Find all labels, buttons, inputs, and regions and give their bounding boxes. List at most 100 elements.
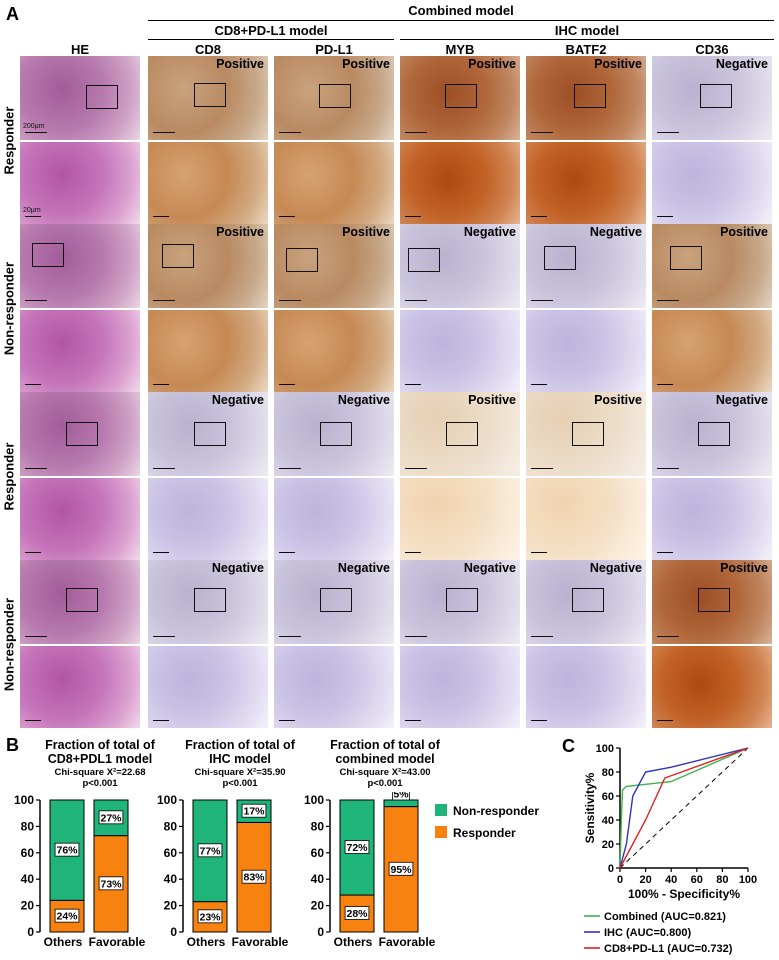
x-tick-label: 80: [716, 874, 728, 886]
scale-bar: [657, 300, 679, 301]
region-of-interest-box: [446, 422, 478, 446]
scale-bar: [531, 552, 547, 553]
cd8-pdl1-model-bracket: [148, 39, 394, 40]
data-label-responder-favorable: 95%: [390, 864, 412, 876]
legend-swatch-non-responder: [435, 804, 447, 816]
tissue-image-high-r3-myb: [400, 478, 520, 560]
tissue-image-high-r1-pd-l1: [274, 142, 394, 224]
scale-bar: [405, 552, 421, 553]
y-tick-label: 40: [164, 872, 178, 886]
scale-bar: [153, 132, 175, 133]
scale-bar: [279, 216, 295, 217]
tissue-image-low-r4-pd-l1: Negative: [274, 560, 394, 644]
tissue-image-low-r3-he: [20, 392, 140, 476]
legend-swatch-responder: [435, 826, 447, 838]
roc-curve-cd8-pdl1: [619, 747, 749, 869]
data-label-non-responder-favorable-box: [392, 792, 411, 801]
data-label-responder-others-box: [197, 909, 223, 924]
tissue-image-low-r1-he: 200μm: [20, 56, 140, 140]
stain-status-r4-myb: Negative: [463, 561, 516, 575]
scale-bar: [657, 216, 673, 217]
y-tick-label: 20: [311, 899, 325, 913]
y-tick-label: 0: [27, 925, 34, 939]
region-of-interest-box: [66, 422, 98, 446]
data-label-responder-others: 23%: [199, 911, 221, 923]
data-label-non-responder-others: 77%: [199, 845, 221, 857]
y-tick-label: 80: [311, 819, 325, 833]
y-tick-label: 100: [596, 743, 614, 755]
stain-status-r4-batf2: Negative: [589, 561, 642, 575]
scale-bar-label-low: 200μm: [23, 123, 45, 130]
scale-bar: [405, 384, 421, 385]
scale-bar: [657, 132, 679, 133]
y-tick-label: 80: [164, 819, 178, 833]
tissue-image-high-r2-myb: [400, 310, 520, 392]
data-label-responder-others: 24%: [56, 911, 78, 923]
region-of-interest-box: [572, 588, 604, 612]
chi-square-stat-1: Chi-square X²=22.68: [54, 767, 146, 778]
bar-chart-title-3-line-2: combined model: [335, 752, 435, 766]
legend-label-responder: Responder: [453, 826, 516, 840]
stain-status-r3-batf2: Positive: [594, 393, 642, 407]
region-of-interest-box: [86, 85, 118, 109]
data-label-responder-favorable: 73%: [100, 878, 122, 890]
scale-bar: [405, 720, 421, 721]
scale-bar: [153, 636, 175, 637]
bar-chart-title-2-line-1: Fraction of total of: [185, 738, 295, 752]
x-category-label: Favorable: [379, 935, 436, 949]
scale-bar: [531, 384, 547, 385]
legend-label-ihc: IHC (AUC=0.800): [604, 927, 691, 939]
x-tick-label: 20: [639, 874, 651, 886]
data-label-responder-favorable-box: [388, 861, 414, 876]
scale-bar: [405, 216, 421, 217]
scale-bar: [657, 636, 679, 637]
ihc-model-bracket: [400, 39, 774, 40]
scale-bar: [279, 384, 295, 385]
scale-bar: [25, 720, 41, 721]
scale-bar: [279, 636, 301, 637]
scale-bar: [153, 720, 169, 721]
tissue-image-high-r2-he: [20, 310, 140, 392]
tissue-image-high-r1-he: 20μm: [20, 142, 140, 224]
data-label-responder-others-box: [344, 906, 370, 920]
y-tick-label: 60: [164, 846, 178, 860]
y-tick-label: 60: [21, 846, 35, 860]
p-value-2: p<0.001: [222, 778, 258, 789]
x-axis-label: 100% - Specificity%: [628, 887, 740, 901]
y-tick-label: 0: [317, 925, 324, 939]
tissue-image-high-r2-batf2: [526, 310, 646, 392]
data-label-non-responder-others-box: [54, 842, 80, 857]
panel-b-letter: B: [6, 735, 19, 755]
x-tick-label: 40: [665, 874, 677, 886]
scale-bar: [153, 552, 169, 553]
cd8-pdl1-model-header: CD8+PD-L1 model: [214, 23, 328, 38]
region-of-interest-box: [320, 422, 352, 446]
p-value-1: p<0.001: [82, 778, 118, 789]
tissue-image-low-r3-myb: Positive: [400, 392, 520, 476]
tissue-image-low-r4-cd36: Positive: [652, 560, 772, 644]
combined-model-header: Combined model: [408, 3, 514, 18]
y-tick-label: 20: [602, 839, 614, 851]
bar-chart-title-3-line-1: Fraction of total of: [330, 738, 440, 752]
data-label-non-responder-favorable: 27%: [100, 812, 122, 824]
row-label-4: Non-responder: [1, 597, 17, 692]
tissue-image-low-r1-cd36: Negative: [652, 56, 772, 140]
stacked-bar-chart-2: 0 20 40 60 80 100 23% 77% Others 83% 17% Favorable: [157, 793, 289, 949]
scale-bar: [25, 300, 47, 301]
region-of-interest-box: [32, 243, 64, 267]
stain-status-r2-cd36: Positive: [720, 225, 768, 239]
y-tick-label: 60: [602, 791, 614, 803]
bar-chart-title-1-line-2: CD8+PDL1 model: [47, 752, 153, 766]
region-of-interest-box: [700, 84, 732, 108]
tissue-image-low-r3-cd36: Negative: [652, 392, 772, 476]
legend-label-non-responder: Non-responder: [453, 804, 539, 818]
y-axis-label: Sensitivity%: [583, 772, 597, 843]
y-tick-label: 0: [170, 925, 177, 939]
tissue-image-low-r2-pd-l1: Positive: [274, 224, 394, 308]
scale-bar: [25, 384, 41, 385]
data-label-non-responder-others: 76%: [56, 845, 78, 857]
region-of-interest-box: [66, 588, 98, 612]
legend-label-combined: Combined (AUC=0.821): [604, 911, 726, 923]
y-tick-label: 80: [21, 819, 35, 833]
stain-status-r2-cd8: Positive: [216, 225, 264, 239]
